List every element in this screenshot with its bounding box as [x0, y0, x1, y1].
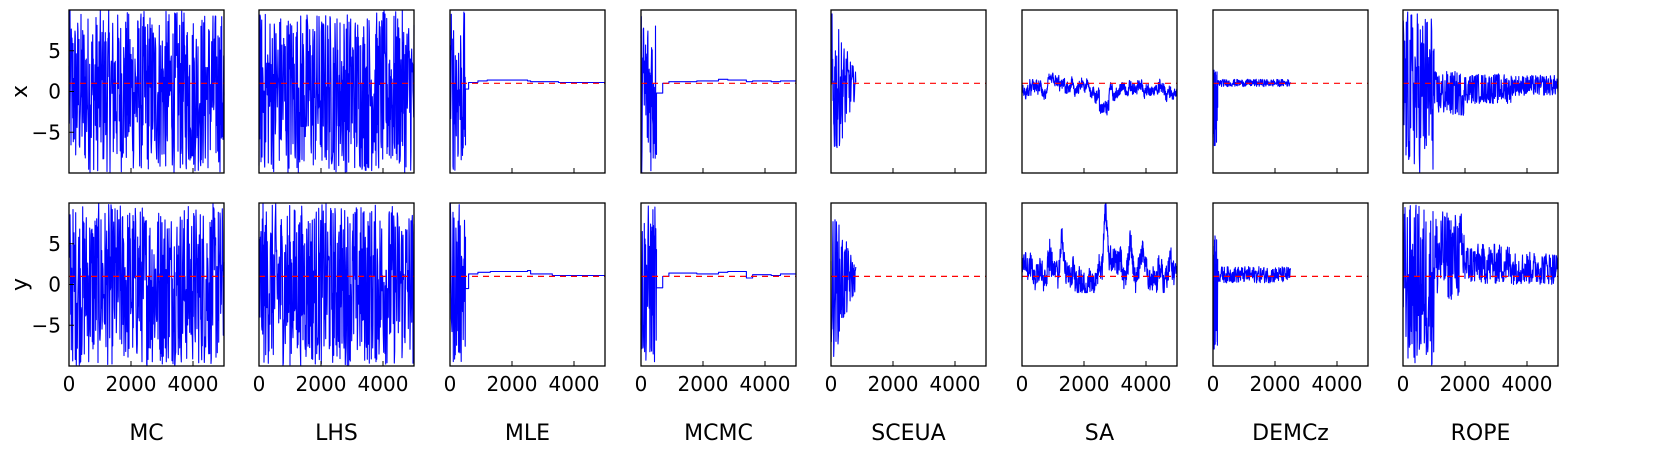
x-tick-label: 0	[825, 372, 838, 396]
x-tick-label: 4000	[930, 372, 981, 396]
panel-label-mc: MC	[129, 421, 163, 446]
x-tick-label: 4000	[358, 372, 409, 396]
panel-frame-mcmc-y	[640, 202, 797, 367]
x-tick-label: 0	[1207, 372, 1220, 396]
panel-frame-sceua-x	[830, 9, 987, 174]
panel-frame-demcz-y	[1212, 202, 1369, 367]
x-tick-label: 4000	[1312, 372, 1363, 396]
panel-frame-rope-x	[1402, 9, 1559, 174]
x-tick-label: 0	[635, 372, 648, 396]
panel-frame-sceua-y	[830, 202, 987, 367]
panel-frame-lhs-x	[258, 9, 415, 174]
panel-frame-sa-y	[1021, 202, 1178, 367]
x-tick-label: 0	[1397, 372, 1410, 396]
row-label-x: x	[8, 85, 33, 98]
trace-line-demcz-y	[1212, 235, 1292, 350]
panel-frame-mle-y	[449, 202, 606, 367]
x-tick-label: 2000	[296, 372, 347, 396]
y-tick-label: 0	[48, 80, 61, 104]
x-tick-label: 2000	[868, 372, 919, 396]
trace-line-mcmc-x	[640, 16, 796, 174]
panel-frame-lhs-y	[258, 202, 415, 367]
panel-frame-mcmc-x	[640, 9, 797, 174]
x-tick-label: 0	[444, 372, 457, 396]
x-tick-label: 0	[63, 372, 76, 396]
trace-line-lhs-x	[258, 9, 415, 174]
trace-line-sa-x	[1021, 72, 1178, 116]
y-tick-label: 5	[48, 39, 61, 63]
x-tick-label: 0	[253, 372, 266, 396]
trace-line-lhs-y	[258, 203, 415, 367]
y-tick-label: −5	[32, 313, 61, 337]
trace-line-mc-x	[68, 9, 225, 173]
x-tick-label: 2000	[487, 372, 538, 396]
x-tick-label: 4000	[1121, 372, 1172, 396]
trace-line-sceua-y	[830, 219, 857, 358]
panel-label-sceua: SCEUA	[871, 421, 945, 446]
y-tick-label: 0	[48, 273, 61, 297]
panel-label-rope: ROPE	[1451, 421, 1511, 446]
x-tick-label: 0	[1016, 372, 1029, 396]
panel-label-sa: SA	[1085, 421, 1114, 446]
trace-line-mc-y	[68, 202, 225, 367]
trace-line-sa-y	[1021, 202, 1178, 294]
panel-label-mle: MLE	[505, 421, 550, 446]
panel-frame-mle-x	[449, 9, 606, 174]
trace-line-demcz-x	[1212, 69, 1291, 147]
panel-label-lhs: LHS	[315, 421, 358, 446]
y-tick-label: 5	[48, 232, 61, 256]
trace-line-rope-x	[1402, 11, 1559, 173]
panel-label-mcmc: MCMC	[684, 421, 753, 446]
trace-line-sceua-x	[830, 13, 857, 149]
panel-frame-demcz-x	[1212, 9, 1369, 174]
y-tick-label: −5	[32, 120, 61, 144]
x-tick-label: 2000	[678, 372, 729, 396]
x-tick-label: 4000	[1502, 372, 1553, 396]
x-tick-label: 4000	[168, 372, 219, 396]
x-tick-label: 4000	[740, 372, 791, 396]
trace-line-mle-y	[449, 202, 605, 363]
trace-line-rope-y	[1402, 204, 1559, 366]
panel-frame-rope-y	[1402, 202, 1559, 367]
panel-frame-sa-x	[1021, 9, 1178, 174]
panel-label-demcz: DEMCz	[1252, 421, 1329, 446]
x-tick-label: 2000	[1440, 372, 1491, 396]
x-tick-label: 2000	[1250, 372, 1301, 396]
row-label-y: y	[8, 278, 33, 291]
x-tick-label: 2000	[1059, 372, 1110, 396]
trace-line-mcmc-y	[640, 205, 797, 363]
trace-line-mle-x	[449, 11, 605, 171]
x-tick-label: 4000	[549, 372, 600, 396]
x-tick-label: 2000	[106, 372, 157, 396]
